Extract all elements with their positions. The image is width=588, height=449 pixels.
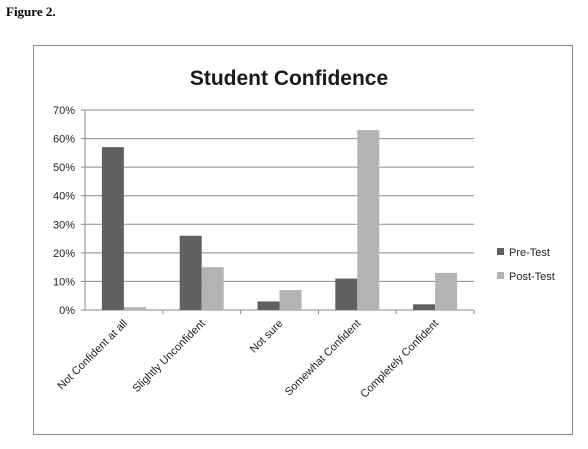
x-axis-labels: Not Confident at all Slightly Unconfident… xyxy=(55,318,441,401)
y-tick-label: 30% xyxy=(53,219,75,231)
legend-label: Post-Test xyxy=(509,271,555,283)
bar-post-test xyxy=(123,307,146,310)
bar-pre-test xyxy=(413,304,436,310)
legend-swatch xyxy=(497,272,504,279)
legend: Pre-Test Post-Test xyxy=(497,247,555,283)
chart-title: Student Confidence xyxy=(190,67,388,90)
gridlines xyxy=(85,109,474,311)
y-tick-label: 70% xyxy=(53,105,75,117)
x-category-label: Not Confident at all xyxy=(55,318,130,393)
y-tick-label: 40% xyxy=(53,191,75,203)
x-category-label: Not sure xyxy=(248,318,286,356)
y-tick-label: 10% xyxy=(53,276,75,288)
y-axis: 0% 10% 20% 30% 40% 50% 60% 70% xyxy=(53,105,475,317)
legend-swatch xyxy=(497,248,504,255)
y-tick-label: 50% xyxy=(53,162,75,174)
legend-label: Pre-Test xyxy=(509,247,550,259)
x-category-label: Somewhat Confident xyxy=(283,318,364,399)
bar-pre-test xyxy=(179,235,202,310)
bar-pre-test xyxy=(335,278,358,310)
bar-pre-test xyxy=(257,301,280,310)
bar-post-test xyxy=(201,267,224,310)
x-category-label: Completely Confident xyxy=(358,318,441,401)
figure-label: Figure 2. xyxy=(6,4,56,19)
bars xyxy=(101,130,458,310)
y-tick-label: 0% xyxy=(59,305,75,317)
bar-post-test xyxy=(357,130,380,310)
bar-pre-test xyxy=(101,147,124,310)
y-tick-label: 60% xyxy=(53,134,75,146)
bar-post-test xyxy=(279,290,302,310)
bar-post-test xyxy=(435,272,458,310)
x-category-label: Slightly Unconfident xyxy=(131,318,208,395)
y-tick-label: 20% xyxy=(53,248,75,260)
